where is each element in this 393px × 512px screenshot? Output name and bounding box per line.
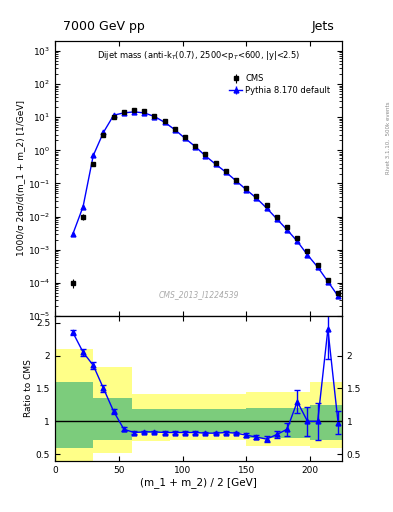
Text: Dijet mass (anti-k$_T$(0.7), 2500<p$_T$<600, |y|<2.5): Dijet mass (anti-k$_T$(0.7), 2500<p$_T$<… bbox=[97, 49, 300, 62]
Text: Rivet 3.1.10,  500k events: Rivet 3.1.10, 500k events bbox=[386, 102, 391, 175]
Legend: CMS, Pythia 8.170 default: CMS, Pythia 8.170 default bbox=[228, 73, 332, 96]
Text: Jets: Jets bbox=[311, 20, 334, 33]
Y-axis label: Ratio to CMS: Ratio to CMS bbox=[24, 359, 33, 417]
Y-axis label: 1000/σ 2dσ/d(m_1 + m_2) [1/GeV]: 1000/σ 2dσ/d(m_1 + m_2) [1/GeV] bbox=[16, 100, 25, 257]
X-axis label: (m_1 + m_2) / 2 [GeV]: (m_1 + m_2) / 2 [GeV] bbox=[140, 477, 257, 488]
Text: CMS_2013_I1224539: CMS_2013_I1224539 bbox=[158, 290, 239, 300]
Text: 7000 GeV pp: 7000 GeV pp bbox=[63, 20, 145, 33]
